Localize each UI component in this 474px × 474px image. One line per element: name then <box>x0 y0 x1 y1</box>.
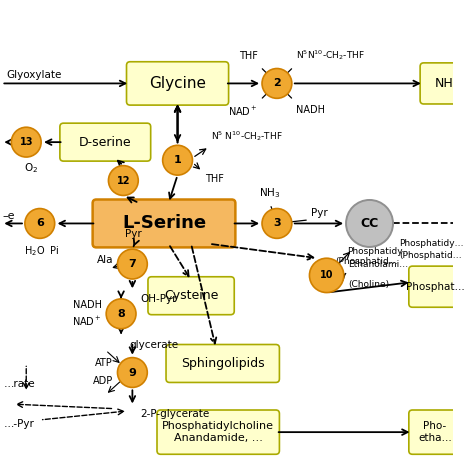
FancyBboxPatch shape <box>409 266 461 307</box>
Text: 2-P-glycerate: 2-P-glycerate <box>140 409 210 419</box>
FancyBboxPatch shape <box>166 345 279 383</box>
FancyBboxPatch shape <box>420 63 468 104</box>
Text: Pho-
etha…: Pho- etha… <box>418 421 452 443</box>
Circle shape <box>11 127 41 157</box>
Circle shape <box>262 209 292 238</box>
Text: (Phosphatid…: (Phosphatid… <box>336 257 398 266</box>
Text: NADH: NADH <box>73 300 101 310</box>
Text: Phosphatidylcholine
Anandamide, …: Phosphatidylcholine Anandamide, … <box>162 421 274 443</box>
Text: THF: THF <box>205 174 224 184</box>
Text: 9: 9 <box>128 367 137 377</box>
Text: Glyoxylate: Glyoxylate <box>6 70 61 80</box>
Text: Sphingolipids: Sphingolipids <box>181 357 264 370</box>
Text: Phosphatidy…: Phosphatidy… <box>399 239 464 248</box>
Text: (Choline): (Choline) <box>348 280 390 289</box>
FancyBboxPatch shape <box>409 410 461 454</box>
FancyBboxPatch shape <box>148 277 234 315</box>
Text: H$_2$O  Pi: H$_2$O Pi <box>24 244 60 257</box>
Text: 6: 6 <box>36 219 44 228</box>
Circle shape <box>109 165 138 195</box>
Text: –e: –e <box>2 211 15 221</box>
Text: N$^5$N$^{10}$-CH$_2$-THF: N$^5$N$^{10}$-CH$_2$-THF <box>296 48 365 62</box>
Text: 12: 12 <box>117 175 130 185</box>
Text: Phosphat…: Phosphat… <box>406 282 465 292</box>
Text: N$^5$ N$^{10}$-CH$_2$-THF: N$^5$ N$^{10}$-CH$_2$-THF <box>211 129 283 143</box>
Text: Ala: Ala <box>97 255 114 265</box>
Text: OH-Pyr: OH-Pyr <box>140 294 177 304</box>
Text: …-Pyr: …-Pyr <box>4 419 35 429</box>
Text: Pyr: Pyr <box>311 208 328 218</box>
Text: NADH: NADH <box>296 105 325 115</box>
Text: D-serine: D-serine <box>79 136 132 149</box>
Text: ATP: ATP <box>95 358 113 368</box>
Text: Cysteine: Cysteine <box>164 289 219 302</box>
Text: Glycine: Glycine <box>149 76 206 91</box>
Text: Phosphatidy…: Phosphatidy… <box>347 247 411 256</box>
FancyBboxPatch shape <box>60 123 151 161</box>
Text: 3: 3 <box>273 219 281 228</box>
Circle shape <box>118 249 147 279</box>
Text: …rate: …rate <box>4 379 35 389</box>
Text: 1: 1 <box>173 155 182 165</box>
FancyBboxPatch shape <box>127 62 228 105</box>
Text: NH$_3$: NH$_3$ <box>259 186 281 200</box>
Circle shape <box>262 69 292 98</box>
Text: NH: NH <box>435 77 454 90</box>
Text: 8: 8 <box>117 309 125 319</box>
Text: glycerate: glycerate <box>129 340 178 350</box>
Text: ADP: ADP <box>93 375 113 386</box>
FancyBboxPatch shape <box>157 410 279 454</box>
Text: L-Serine: L-Serine <box>122 214 206 232</box>
Text: 10: 10 <box>320 270 333 281</box>
FancyBboxPatch shape <box>92 200 236 247</box>
Text: Pyr: Pyr <box>125 229 142 239</box>
Text: NAD$^+$: NAD$^+$ <box>72 315 101 328</box>
Text: 2: 2 <box>273 78 281 89</box>
Text: 13: 13 <box>19 137 33 147</box>
Circle shape <box>106 299 136 328</box>
Text: O$_2$: O$_2$ <box>24 161 38 175</box>
Text: 7: 7 <box>128 259 136 269</box>
Text: (Phosphatid…: (Phosphatid… <box>399 251 462 260</box>
Circle shape <box>346 200 393 247</box>
Text: Ethanolami…: Ethanolami… <box>348 260 409 269</box>
Text: CC: CC <box>360 217 379 230</box>
Circle shape <box>310 258 344 292</box>
Circle shape <box>118 357 147 387</box>
Circle shape <box>163 146 192 175</box>
Text: THF: THF <box>239 51 258 62</box>
Circle shape <box>25 209 55 238</box>
Text: NAD$^+$: NAD$^+$ <box>228 105 258 118</box>
